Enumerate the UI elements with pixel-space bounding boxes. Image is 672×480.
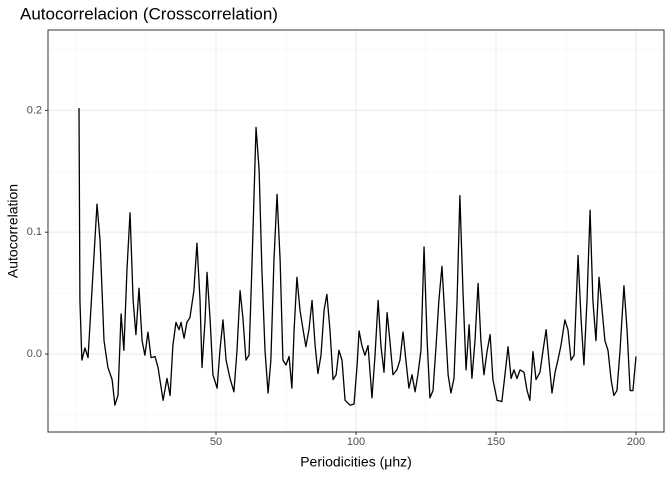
y-tick-label: 0.2 (27, 104, 42, 116)
x-tick-label: 150 (487, 436, 505, 448)
y-axis-title: Autocorrelation (5, 184, 21, 278)
panel-border (47, 29, 665, 433)
data-line (78, 107, 637, 406)
x-tick-label: 100 (347, 436, 365, 448)
y-tick-label: 0.0 (27, 348, 42, 360)
chart-title: Autocorrelacion (Crosscorrelation) (20, 4, 278, 23)
x-axis-title: Periodicities (μhz) (300, 454, 412, 470)
y-tick-label: 0.1 (27, 226, 42, 238)
x-tick-label: 50 (210, 436, 222, 448)
x-tick-label: 200 (627, 436, 645, 448)
